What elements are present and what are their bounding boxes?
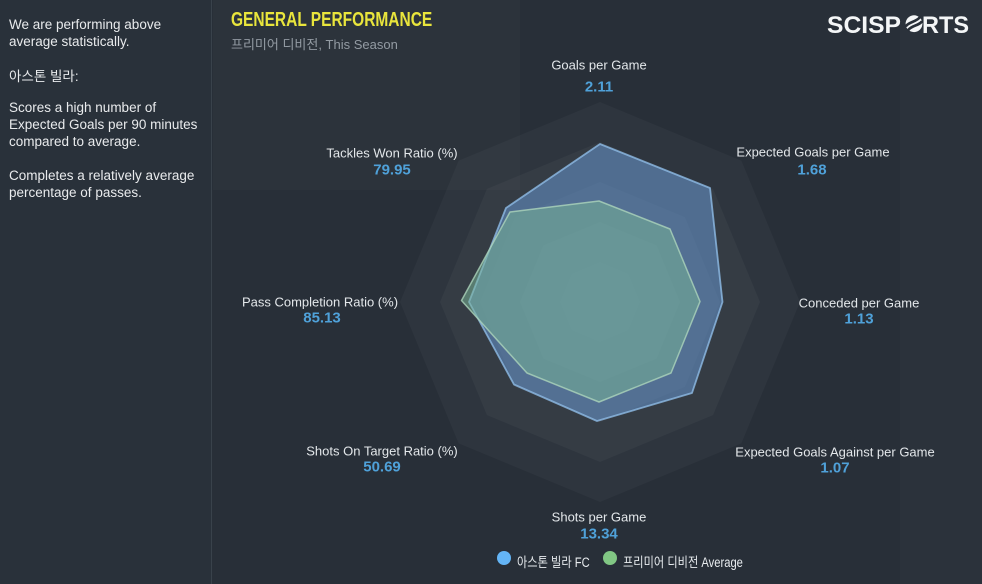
svg-text:RTS: RTS	[922, 12, 969, 39]
svg-text:SCISP: SCISP	[827, 12, 901, 39]
